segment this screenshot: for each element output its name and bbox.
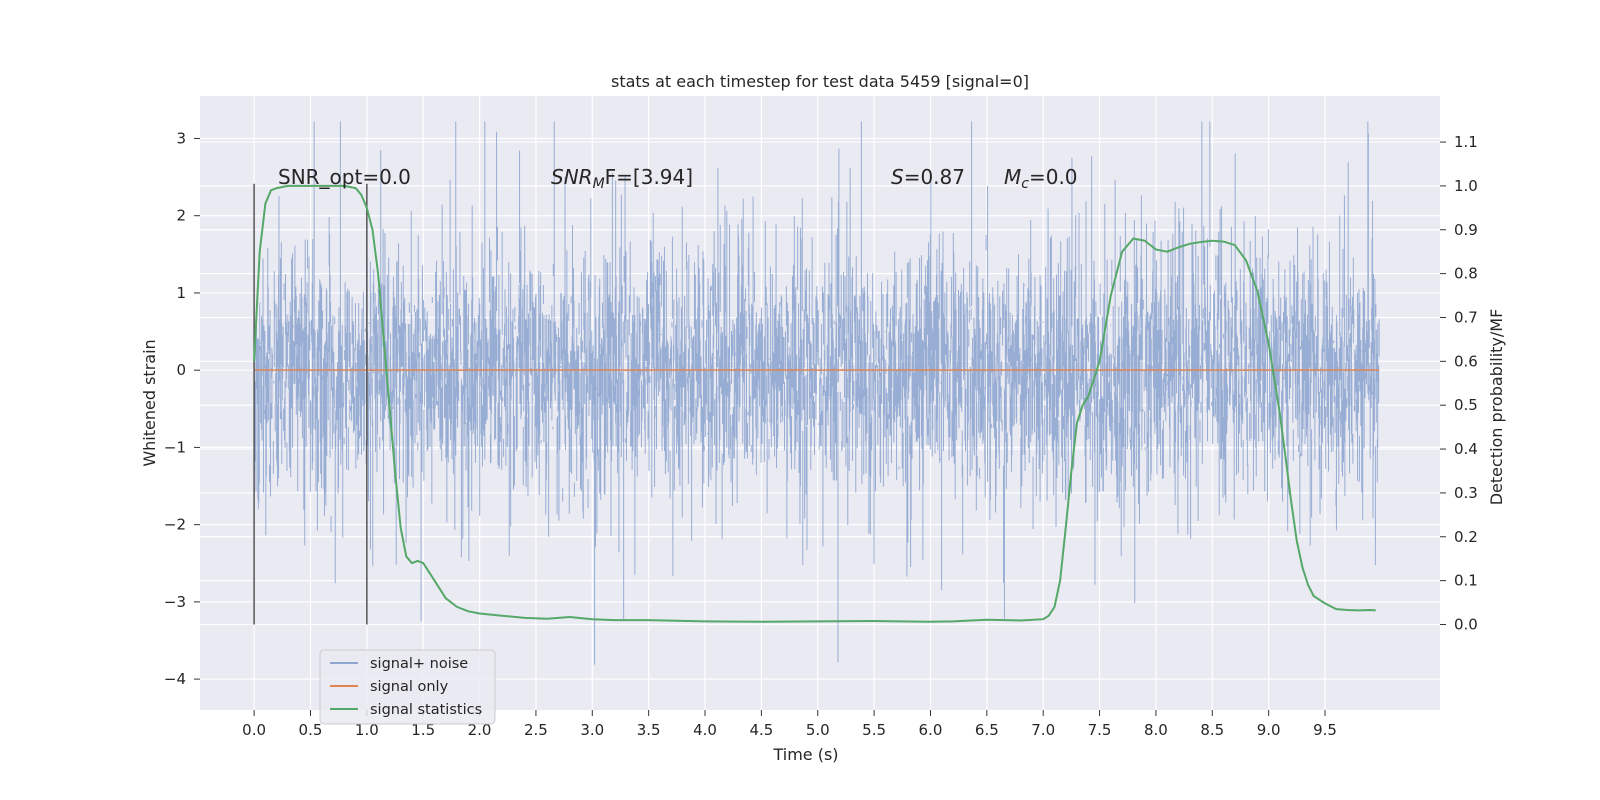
y2-tick-label: 0.4 xyxy=(1454,440,1478,458)
y2-tick-label: 0.9 xyxy=(1454,221,1478,239)
legend-label-signal-noise: signal+ noise xyxy=(370,656,468,672)
x-tick-label: 1.5 xyxy=(411,721,435,739)
x-tick-label: 7.5 xyxy=(1088,721,1112,739)
x-tick-label: 1.0 xyxy=(355,721,379,739)
y-tick-label: 2 xyxy=(176,207,186,225)
annotation-mc: Mc=0.0 xyxy=(1004,165,1078,192)
y2-tick-label: 0.0 xyxy=(1454,615,1478,633)
y-left-tick-labels: 3 2 1 0 −1 −2 −3 −4 xyxy=(164,129,200,688)
y2-tick-label: 0.7 xyxy=(1454,308,1478,326)
y2-tick-label: 0.6 xyxy=(1454,352,1478,370)
y2-tick-label: 0.8 xyxy=(1454,265,1478,283)
y2-tick-label: 0.2 xyxy=(1454,528,1478,546)
y-tick-label: 3 xyxy=(176,129,186,147)
y2-tick-label: 0.1 xyxy=(1454,572,1478,590)
legend-label-signal-only: signal only xyxy=(370,679,449,695)
x-tick-label: 4.0 xyxy=(693,721,717,739)
y2-tick-label: 0.3 xyxy=(1454,484,1478,502)
annotation-snr-opt: SNR_opt=0.0 xyxy=(278,165,411,189)
x-tick-label: 3.5 xyxy=(637,721,661,739)
x-tick-label: 2.0 xyxy=(468,721,492,739)
chart-title: stats at each timestep for test data 545… xyxy=(611,72,1029,91)
x-tick-label: 3.0 xyxy=(580,721,604,739)
legend: signal+ noise signal only signal statist… xyxy=(319,649,496,725)
legend-box xyxy=(319,649,496,725)
y-axis-label-left: Whitened strain xyxy=(140,339,159,466)
y-tick-label: 1 xyxy=(176,284,186,302)
x-tick-labels: 0.0 0.5 1.0 1.5 2.0 2.5 3.0 3.5 4.0 4.5 5.0 5.5 6.0 6… xyxy=(242,710,1337,739)
annotation-s: S=0.87 xyxy=(891,165,965,189)
x-tick-label: 0.5 xyxy=(299,721,323,739)
y2-tick-label: 1.1 xyxy=(1454,133,1478,151)
y2-tick-label: 0.5 xyxy=(1454,396,1478,414)
legend-label-signal-statistics: signal statistics xyxy=(370,702,482,718)
y-axis-label-right: Detection probability/MF xyxy=(1487,309,1506,506)
x-tick-label: 6.5 xyxy=(975,721,999,739)
y-tick-label: 0 xyxy=(176,361,186,379)
y-tick-label: −2 xyxy=(164,516,186,534)
y-tick-label: −4 xyxy=(164,670,186,688)
x-tick-label: 2.5 xyxy=(524,721,548,739)
x-tick-label: 8.5 xyxy=(1200,721,1224,739)
y2-tick-label: 1.0 xyxy=(1454,177,1478,195)
y-tick-label: −1 xyxy=(164,438,186,456)
window-markers xyxy=(253,183,368,625)
x-tick-label: 4.5 xyxy=(749,721,773,739)
x-tick-label: 9.5 xyxy=(1313,721,1337,739)
x-tick-label: 6.0 xyxy=(919,721,943,739)
x-tick-label: 9.0 xyxy=(1257,721,1281,739)
x-tick-label: 7.0 xyxy=(1031,721,1055,739)
signal-statistics-series xyxy=(253,184,1376,623)
annotation-snr-mf: SNRMF=[3.94] xyxy=(551,165,693,192)
y-right-tick-labels: 1.1 1.0 0.9 0.8 0.7 0.6 0.5 0.4 0.3 0.2 0.1 0.0 xyxy=(1440,133,1478,633)
y-tick-label: −3 xyxy=(164,593,186,611)
x-axis-label: Time (s) xyxy=(772,745,838,764)
x-tick-label: 8.0 xyxy=(1144,721,1168,739)
x-tick-label: 5.0 xyxy=(806,721,830,739)
x-tick-label: 5.5 xyxy=(862,721,886,739)
x-tick-label: 0.0 xyxy=(242,721,266,739)
